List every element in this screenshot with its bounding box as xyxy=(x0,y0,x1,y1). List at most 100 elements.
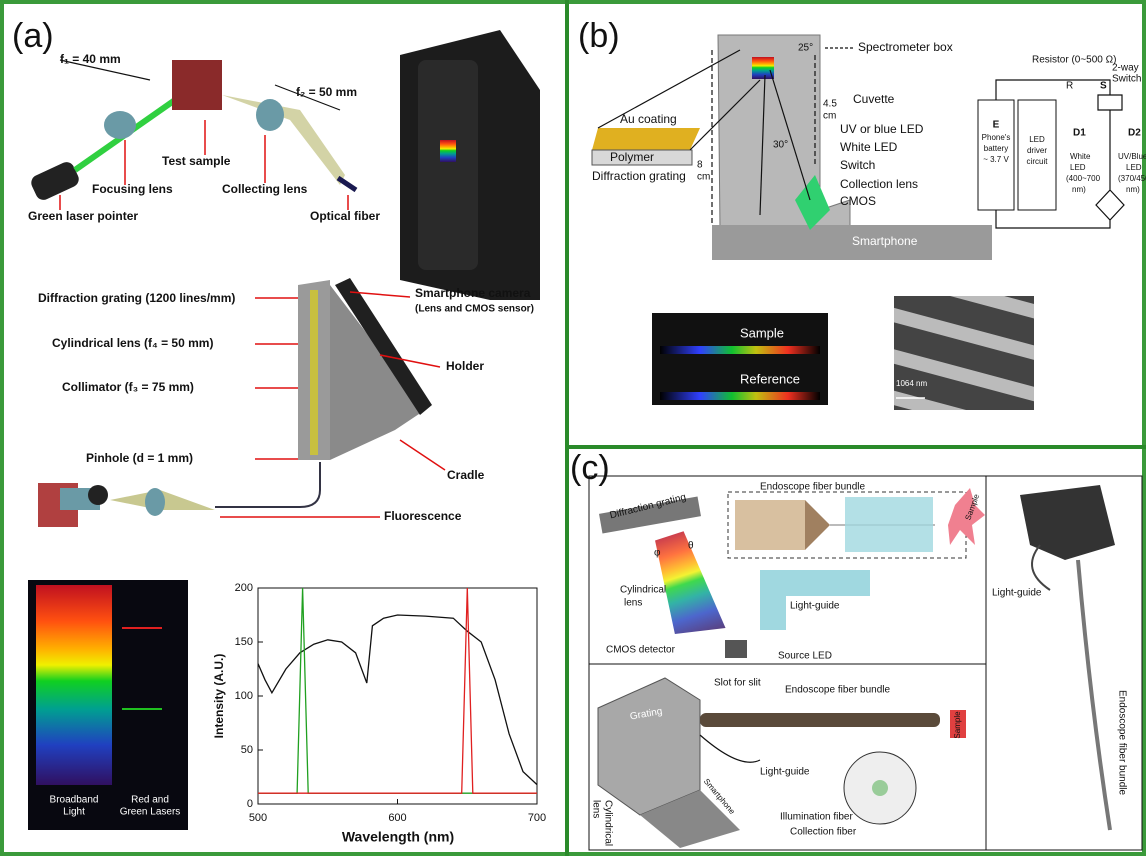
label: Slot for slit xyxy=(714,678,761,689)
label: White xyxy=(1070,152,1091,161)
figure: (a) f₁ = 40 mm f₂ = 50 mm Test sample Fo… xyxy=(0,0,1146,856)
label: Spectrometer box xyxy=(858,40,953,54)
label: Broadband xyxy=(50,795,99,806)
label: (400~700 xyxy=(1066,174,1101,183)
data-line xyxy=(258,588,537,793)
y-tick-label: 100 xyxy=(235,690,253,702)
label: 4.5 xyxy=(823,99,837,110)
device-photo xyxy=(1020,485,1115,560)
label: Light-guide xyxy=(992,588,1042,599)
label: Reference xyxy=(740,371,800,386)
label: E xyxy=(993,120,1000,131)
chart: Intensity (A.U.) Wavelength (nm) 0501001… xyxy=(212,582,546,845)
label: (370/450 xyxy=(1118,174,1146,183)
panel-label: (a) xyxy=(12,17,54,55)
y-tick-label: 50 xyxy=(241,744,253,756)
label: Switch xyxy=(1112,74,1141,85)
label: Test sample xyxy=(162,154,231,168)
label: Smartphone xyxy=(852,234,918,248)
light-guide xyxy=(760,570,786,630)
label: 25° xyxy=(798,43,813,54)
label: (Lens and CMOS sensor) xyxy=(415,304,534,315)
panel-label: (b) xyxy=(578,17,620,55)
label: Sample xyxy=(953,711,962,739)
sem-image xyxy=(894,296,1034,410)
label: Cradle xyxy=(447,468,485,482)
label: Collecting lens xyxy=(222,182,308,196)
fiber-core xyxy=(872,780,888,796)
label: lens xyxy=(590,800,601,818)
optical-fiber xyxy=(338,178,356,190)
cmos xyxy=(725,640,747,658)
label: Optical fiber xyxy=(310,209,380,223)
y-tick-label: 200 xyxy=(235,582,253,594)
label: Red and xyxy=(131,795,169,806)
label: lens xyxy=(624,598,642,609)
label: Cylindrical xyxy=(602,800,613,846)
label: 2-way xyxy=(1112,63,1139,74)
label: Illumination fiber xyxy=(780,812,853,823)
label: Smartphone camera xyxy=(415,286,531,300)
label: Green laser pointer xyxy=(28,209,138,223)
label: Diffraction grating (1200 lines/mm) xyxy=(38,291,235,305)
device-body xyxy=(598,678,700,815)
spectrum-spot xyxy=(440,140,456,162)
label: S xyxy=(1100,81,1107,92)
label: Cuvette xyxy=(853,92,895,106)
x-axis-title: Wavelength (nm) xyxy=(342,829,454,845)
green-line xyxy=(122,708,162,710)
label: LED xyxy=(1070,163,1086,172)
x-tick-label: 600 xyxy=(388,812,406,824)
label: driver xyxy=(1027,146,1047,155)
label: 8 xyxy=(697,160,703,171)
label: R xyxy=(1066,81,1073,92)
label: Pinhole (d = 1 mm) xyxy=(86,451,193,465)
x-tick-label: 500 xyxy=(249,812,267,824)
label: UV or blue LED xyxy=(840,122,924,136)
y-tick-label: 150 xyxy=(235,636,253,648)
panel-c: (c) Diffraction grating Endoscope fiber … xyxy=(570,449,1142,850)
endoscope xyxy=(1078,560,1110,830)
label: Holder xyxy=(446,359,484,373)
label: Endoscope fiber bundle xyxy=(760,482,866,493)
label: f₁ = 40 mm xyxy=(60,52,121,66)
label: θ xyxy=(688,541,694,552)
label: f₂ = 50 mm xyxy=(296,85,357,99)
label: Focusing lens xyxy=(92,182,173,196)
pointer-arrow xyxy=(400,440,445,470)
label: LED xyxy=(1126,163,1142,172)
label: Source LED xyxy=(778,651,832,662)
label: UV/Blue xyxy=(1118,152,1146,161)
laser xyxy=(88,485,108,505)
label: Cylindrical xyxy=(620,585,666,596)
au-coating xyxy=(592,128,700,150)
red-line xyxy=(122,627,162,629)
label: Collection lens xyxy=(840,177,918,191)
label: cm xyxy=(697,172,710,183)
label: Au coating xyxy=(620,112,677,126)
fiber xyxy=(215,462,320,507)
light-path xyxy=(310,290,318,455)
label: Collimator (f₃ = 75 mm) xyxy=(62,380,194,394)
sample-spectrum xyxy=(660,346,820,354)
tube xyxy=(735,500,805,550)
label: Resistor (0~500 Ω) xyxy=(1032,55,1116,66)
label: D2 xyxy=(1128,128,1141,139)
panel-label: (c) xyxy=(570,449,610,487)
label: Fluorescence xyxy=(384,509,462,523)
lens xyxy=(104,111,136,139)
label: Endoscope fiber bundle xyxy=(785,685,891,696)
grating-spot xyxy=(752,57,774,79)
label: Cylindrical lens (f₄ = 50 mm) xyxy=(52,336,213,350)
label: nm) xyxy=(1072,185,1086,194)
label: Light-guide xyxy=(760,767,810,778)
label: Polymer xyxy=(610,150,654,164)
panel-a: (a) f₁ = 40 mm f₂ = 50 mm Test sample Fo… xyxy=(12,17,546,845)
y-tick-label: 0 xyxy=(247,798,253,810)
sample-cube xyxy=(172,60,222,110)
light-guide xyxy=(700,735,760,762)
label: LED xyxy=(1029,135,1045,144)
label: CMOS xyxy=(840,194,876,208)
label: Light-guide xyxy=(790,601,840,612)
x-tick-label: 700 xyxy=(528,812,546,824)
